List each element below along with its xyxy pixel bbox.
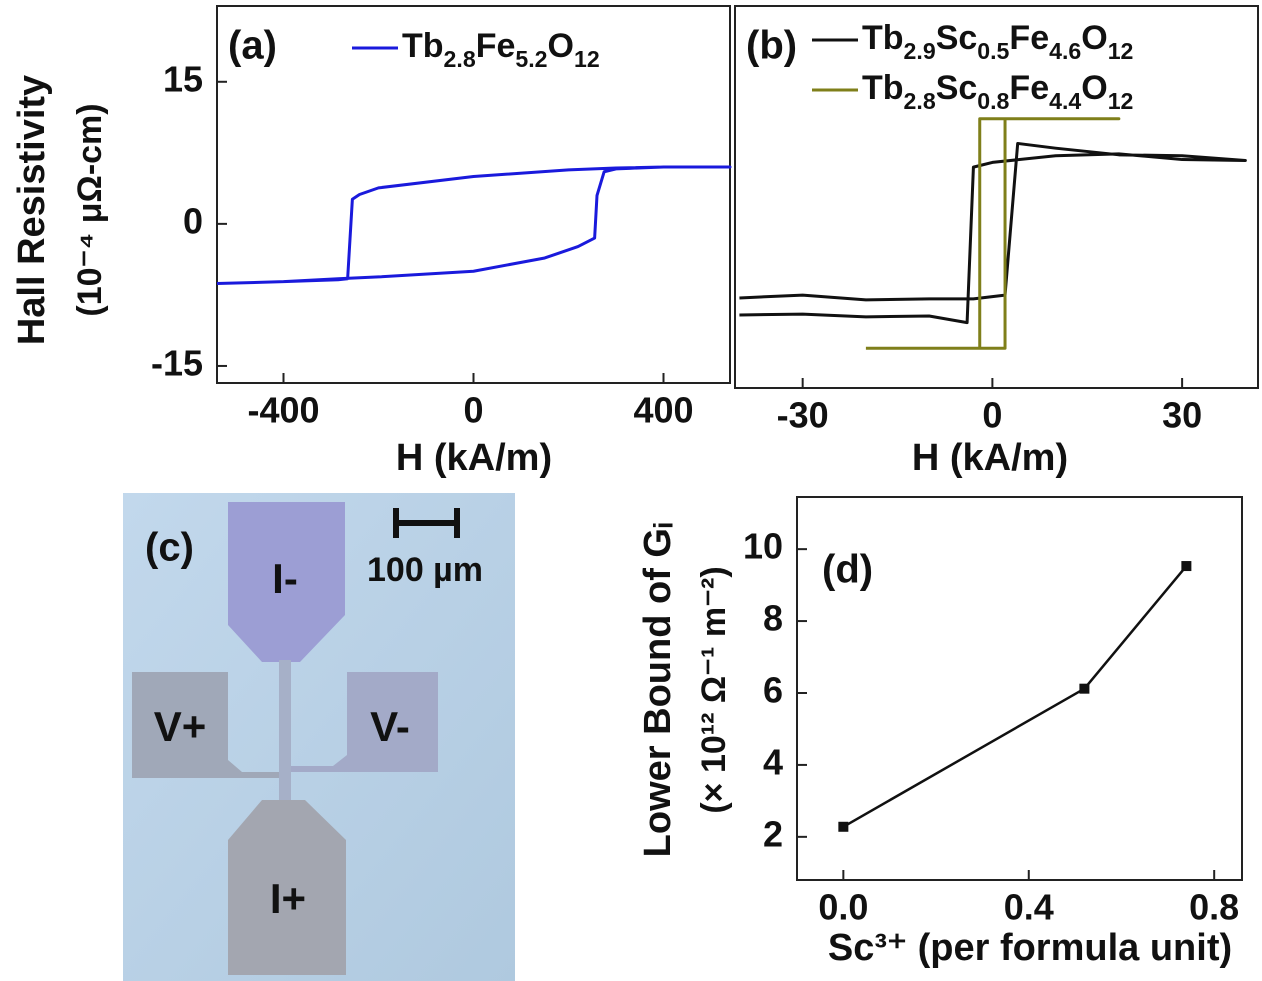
scale-bar — [393, 520, 460, 526]
legend-label: Tb2.8Sc0.8Fe4.4O12 — [862, 69, 1133, 114]
y-tick-label: 15 — [163, 58, 203, 99]
scale-bar-end — [454, 508, 460, 538]
scale-bar-end — [393, 508, 399, 538]
pad-v-plus — [132, 672, 279, 778]
x-tick-label: -400 — [247, 390, 319, 431]
y-tick-label: 2 — [763, 813, 783, 854]
panel-label: (d) — [822, 548, 873, 592]
scale-bar-label: 100 µm — [367, 551, 483, 589]
plot-frame — [796, 496, 1243, 881]
y-tick-label: 8 — [763, 598, 783, 639]
trace — [279, 660, 291, 800]
panel-label: (b) — [746, 24, 797, 68]
data-line — [216, 165, 732, 286]
y-axis-label: Lower Bound of Gᵢ — [637, 523, 679, 858]
y-tick-label: 6 — [763, 670, 783, 711]
y-tick-label: -15 — [151, 342, 203, 383]
data-line — [865, 117, 1121, 350]
data-line — [739, 141, 1247, 325]
pad-label: I- — [272, 555, 298, 602]
data-line — [842, 565, 1188, 828]
x-axis-label: Sc³⁺ (per formula unit) — [828, 927, 1232, 969]
x-axis-label: H (kA/m) — [396, 437, 552, 479]
data-point — [838, 821, 849, 832]
pad-i-minus — [228, 502, 345, 662]
x-tick-label: 0.0 — [818, 887, 868, 928]
data-point — [1079, 683, 1090, 694]
pad-label: V- — [370, 703, 410, 750]
data-point — [1181, 561, 1192, 572]
plot-frame — [734, 5, 1259, 389]
y-axis-unit: (× 10¹² Ω⁻¹ m⁻²) — [695, 566, 733, 813]
y-axis-unit: (10⁻⁴ μΩ-cm) — [71, 103, 109, 316]
y-tick-label: 10 — [743, 526, 783, 567]
micrograph: 100 µm (c) I- V+ V- I+ — [123, 493, 515, 981]
y-tick-label: 4 — [763, 741, 783, 782]
pad-label: I+ — [270, 875, 306, 922]
pad-i-plus — [228, 800, 346, 975]
panel-label: (c) — [145, 526, 194, 570]
pad-v-minus — [291, 672, 438, 772]
x-tick-label: 0.8 — [1189, 887, 1239, 928]
x-tick-label: -30 — [777, 395, 829, 436]
pad-label: V+ — [154, 703, 207, 750]
y-tick-label: 0 — [183, 200, 203, 241]
legend-label: Tb2.9Sc0.5Fe4.6O12 — [862, 19, 1133, 64]
x-axis-label: H (kA/m) — [912, 437, 1068, 479]
panel-label: (a) — [228, 24, 277, 68]
x-tick-label: 30 — [1162, 395, 1202, 436]
x-tick-label: 0.4 — [1004, 887, 1054, 928]
x-tick-label: 400 — [633, 390, 693, 431]
y-axis-label: Hall Resistivity — [11, 75, 53, 345]
x-tick-label: 0 — [982, 395, 1002, 436]
x-tick-label: 0 — [463, 390, 483, 431]
legend-label: Tb2.8Fe5.2O12 — [402, 27, 600, 72]
